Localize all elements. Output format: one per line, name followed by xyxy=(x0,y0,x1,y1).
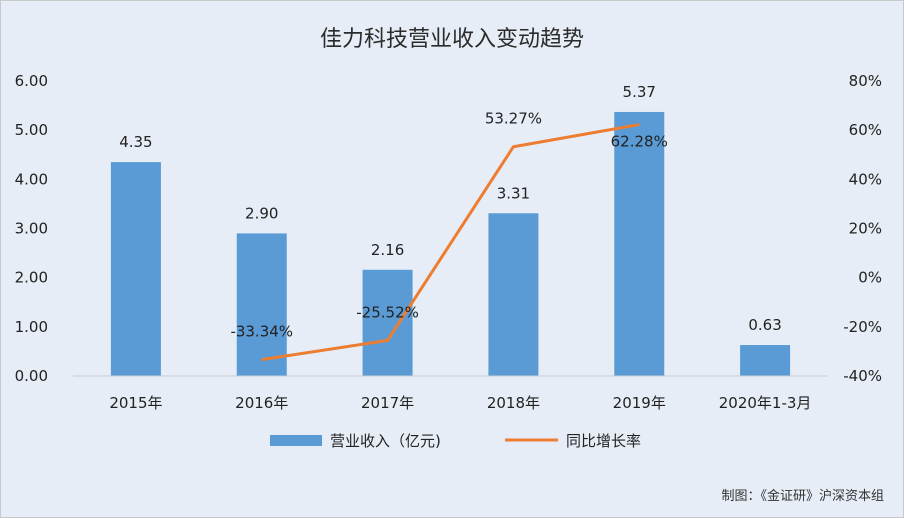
legend-line-label: 同比增长率 xyxy=(566,432,641,450)
x-tick-label: 2017年 xyxy=(361,394,414,412)
bar-data-label: 5.37 xyxy=(623,83,656,101)
line-data-label: -25.52% xyxy=(356,303,419,321)
left-tick-label: 2.00 xyxy=(15,269,48,287)
line-data-label: 53.27% xyxy=(485,110,542,128)
line-data-label: -33.34% xyxy=(230,323,293,341)
right-tick-label: 80% xyxy=(849,72,882,90)
right-tick-label: 20% xyxy=(849,220,882,238)
right-tick-label: 60% xyxy=(849,121,882,139)
x-tick-label: 2019年 xyxy=(613,394,666,412)
bar xyxy=(362,269,413,376)
x-tick-label: 2020年1-3月 xyxy=(719,394,812,412)
bar xyxy=(110,162,161,376)
bar-data-label: 3.31 xyxy=(497,184,530,202)
right-axis: -40% -20% 0% 20% 40% 60% 80% xyxy=(843,72,882,385)
right-tick-label: -40% xyxy=(843,367,882,385)
x-tick-label: 2015年 xyxy=(109,394,162,412)
chart-title: 佳力科技营业收入变动趋势 xyxy=(320,27,584,52)
bar-data-label: 0.63 xyxy=(748,316,781,334)
line-data-label: 62.28% xyxy=(611,133,668,151)
left-tick-label: 6.00 xyxy=(15,72,48,90)
right-tick-label: 0% xyxy=(858,269,882,287)
left-tick-label: 3.00 xyxy=(15,220,48,238)
chart-credit: 制图：《金证研》沪深资本组 xyxy=(721,488,884,504)
line-data-labels: -33.34% -25.52% 53.27% 62.28% xyxy=(230,110,667,341)
x-tick-label: 2018年 xyxy=(487,394,540,412)
right-tick-label: -20% xyxy=(843,318,882,336)
legend-bar-swatch xyxy=(270,435,322,446)
x-axis: 2015年 2016年 2017年 2018年 2019年 2020年1-3月 xyxy=(109,394,811,412)
left-tick-label: 0.00 xyxy=(15,367,48,385)
x-tick-label: 2016年 xyxy=(235,394,288,412)
legend-bar-label: 营业收入（亿元) xyxy=(330,432,441,450)
bar-data-label: 2.16 xyxy=(371,241,404,259)
left-tick-label: 5.00 xyxy=(15,121,48,139)
left-axis: 0.00 1.00 2.00 3.00 4.00 5.00 6.00 xyxy=(15,72,48,385)
bar xyxy=(740,345,791,376)
left-tick-label: 4.00 xyxy=(15,170,48,188)
bar-data-label: 2.90 xyxy=(245,204,278,222)
bar xyxy=(614,111,665,376)
bar xyxy=(488,213,539,376)
line-series xyxy=(261,123,640,362)
right-tick-label: 40% xyxy=(849,170,882,188)
bar-series xyxy=(110,111,791,376)
bar-data-labels: 4.35 2.90 2.16 3.31 5.37 0.63 xyxy=(119,83,782,334)
growth-line xyxy=(261,123,640,362)
legend: 营业收入（亿元) 同比增长率 xyxy=(270,432,641,450)
bar-data-label: 4.35 xyxy=(119,133,152,151)
bar xyxy=(236,233,287,376)
left-tick-label: 1.00 xyxy=(15,318,48,336)
